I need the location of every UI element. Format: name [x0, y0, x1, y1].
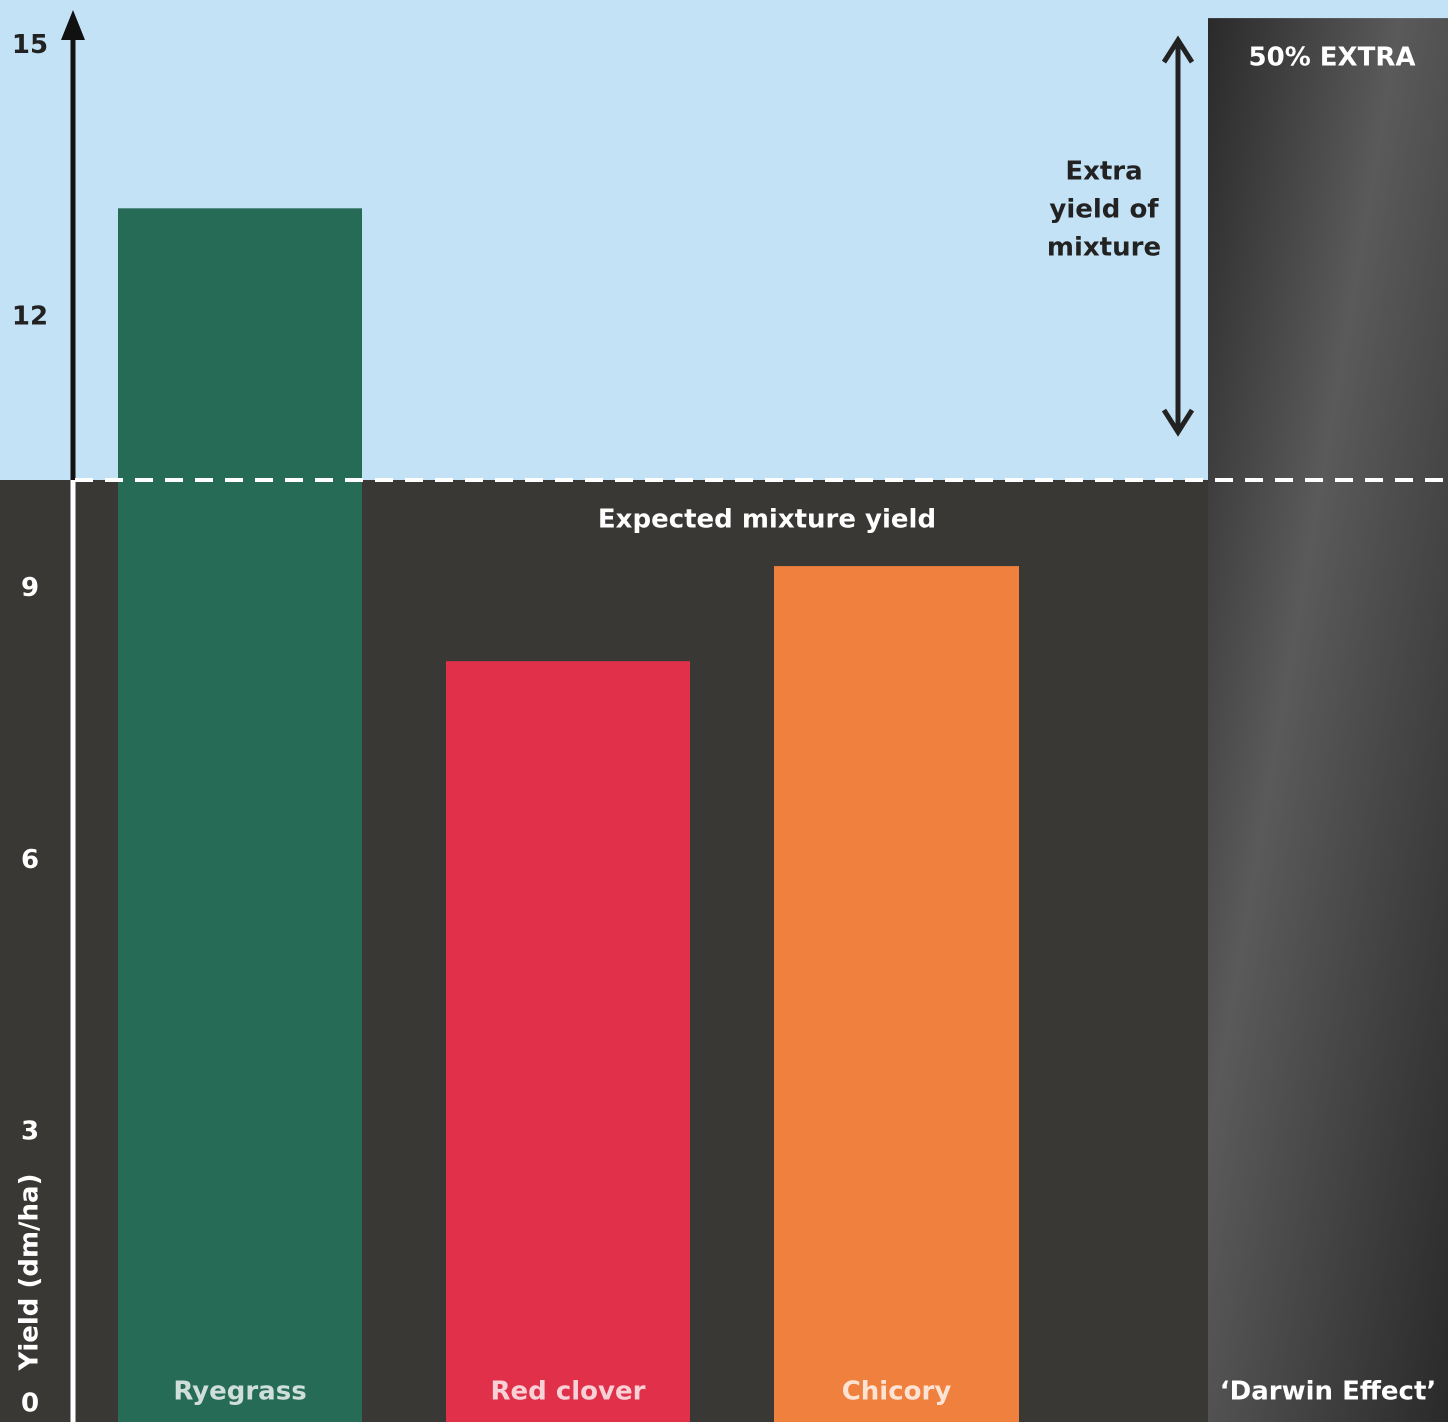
y-tick-label: 3 — [21, 1117, 39, 1147]
reference-label: Expected mixture yield — [598, 505, 936, 535]
y-tick-label: 12 — [12, 302, 48, 332]
y-tick-label: 0 — [21, 1388, 39, 1418]
bar — [118, 208, 362, 1422]
category-label: ‘Darwin Effect’ — [1220, 1377, 1437, 1407]
annotation: Extra — [1065, 157, 1142, 187]
category-label: Ryegrass — [173, 1377, 306, 1407]
darwin-label: 50% EXTRA — [1249, 43, 1416, 73]
y-axis-label: Yield (dm/ha) — [15, 1174, 45, 1372]
y-tick-label: 6 — [21, 845, 39, 875]
category-label: Red clover — [491, 1377, 646, 1407]
annotation: yield of — [1049, 195, 1159, 225]
bar — [1208, 18, 1448, 1422]
bar — [446, 661, 690, 1422]
category-label: Chicory — [842, 1377, 952, 1407]
y-tick-label: 9 — [21, 573, 39, 603]
arrow-head-top — [1161, 35, 1195, 64]
y-tick-label: 15 — [12, 30, 48, 60]
y-axis-arrow — [61, 10, 85, 40]
arrow-head-bottom — [1161, 408, 1195, 437]
annotation: mixture — [1047, 233, 1161, 263]
bar — [774, 566, 1019, 1422]
